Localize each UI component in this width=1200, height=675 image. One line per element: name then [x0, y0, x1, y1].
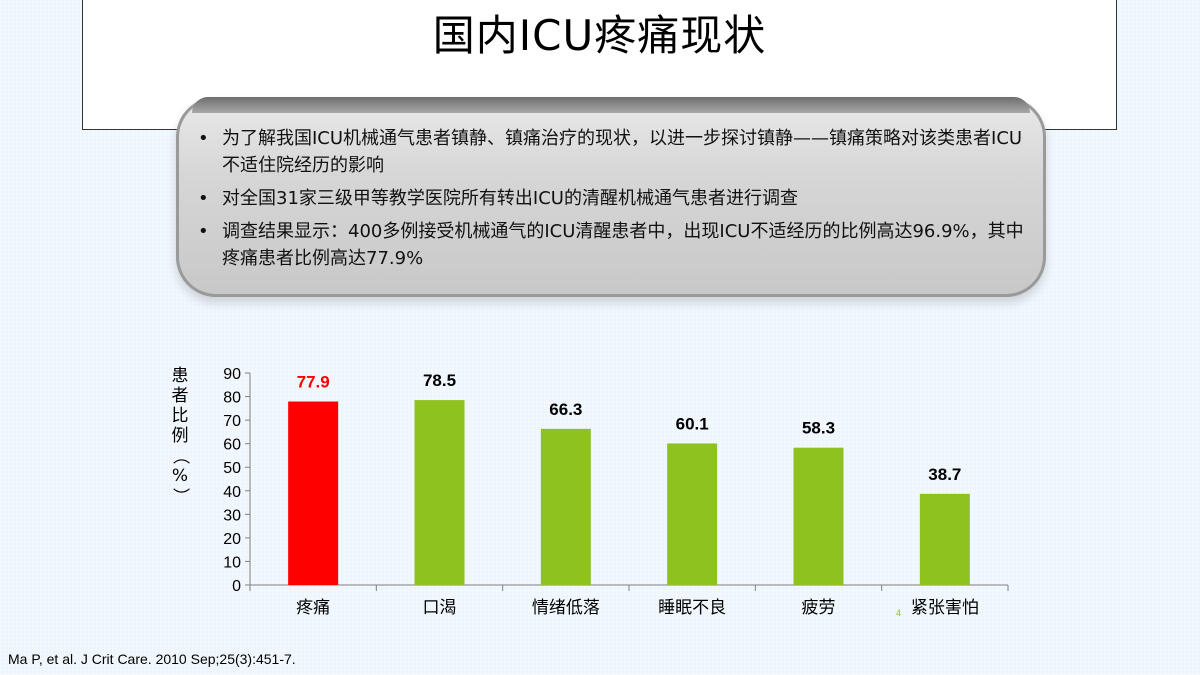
x-tick-label: 口渴 [423, 598, 457, 618]
bullet-item: 为了解我国ICU机械通气患者镇静、镇痛治疗的现状，以进一步探讨镇静——镇痛策略对… [196, 125, 1026, 179]
bar [793, 447, 844, 585]
slide-title: 国内ICU疼痛现状 [432, 11, 767, 60]
citation: Ma P, et al. J Crit Care. 2010 Sep;25(3)… [8, 651, 296, 667]
x-tick-label: 情绪低落 [532, 598, 600, 618]
y-axis-label-text: 患者比例（%） [170, 366, 190, 506]
y-tick-label: 60 [223, 437, 241, 454]
y-tick-label: 90 [223, 366, 241, 383]
y-tick-label: 80 [223, 390, 241, 407]
x-tick-label: 睡眠不良 [658, 598, 726, 618]
x-tick-label: 疲劳 [802, 598, 836, 618]
y-tick-label: 70 [223, 413, 241, 430]
data-label: 78.5 [423, 371, 456, 390]
data-label: 60.1 [676, 414, 709, 433]
y-tick-label: 40 [223, 484, 241, 501]
bar [288, 401, 339, 585]
data-label: 77.9 [297, 373, 330, 392]
bar [667, 443, 718, 585]
y-axis-label-char: 患 [171, 366, 189, 386]
bullet-panel: 为了解我国ICU机械通气患者镇静、镇痛治疗的现状，以进一步探讨镇静——镇痛策略对… [176, 97, 1046, 297]
y-axis-label-char: 例 [171, 426, 189, 446]
bar-chart-svg: 0 10 20 30 40 50 60 70 80 90 77.9 疼痛 78.5 口渴 66.3 情绪低落 6… [223, 366, 1009, 618]
y-tick-label: 0 [232, 578, 241, 595]
data-label: 38.7 [928, 465, 961, 484]
y-tick-label: 30 [223, 507, 241, 524]
y-axis-label-char: 者 [171, 386, 189, 406]
x-tick-label: 疼痛 [296, 598, 330, 618]
bar [540, 428, 591, 585]
bar-chart: 0 10 20 30 40 50 60 70 80 90 77.9 疼痛 78.5 口渴 66.3 情绪低落 6… [150, 355, 1030, 630]
bullet-item: 调查结果显示：400多例接受机械通气的ICU清醒患者中，出现ICU不适经历的比例… [196, 218, 1026, 272]
y-axis-label-char: % [171, 466, 189, 486]
x-tick-label: 紧张害怕 [911, 598, 979, 618]
page-number: 4 [896, 608, 902, 618]
y-tick-label: 20 [223, 531, 241, 548]
data-label: 58.3 [802, 419, 835, 438]
y-axis-label: 患者比例（%） [170, 366, 190, 506]
y-axis-label-char: 比 [171, 406, 189, 426]
bar [919, 493, 970, 585]
bullet-item: 对全国31家三级甲等教学医院所有转出ICU的清醒机械通气患者进行调查 [196, 185, 1026, 212]
y-tick-label: 10 [223, 554, 241, 571]
bar [414, 400, 465, 585]
data-label: 66.3 [549, 400, 582, 419]
y-tick-label: 50 [223, 460, 241, 477]
bullet-list: 为了解我国ICU机械通气患者镇静、镇痛治疗的现状，以进一步探讨镇静——镇痛策略对… [196, 125, 1026, 278]
